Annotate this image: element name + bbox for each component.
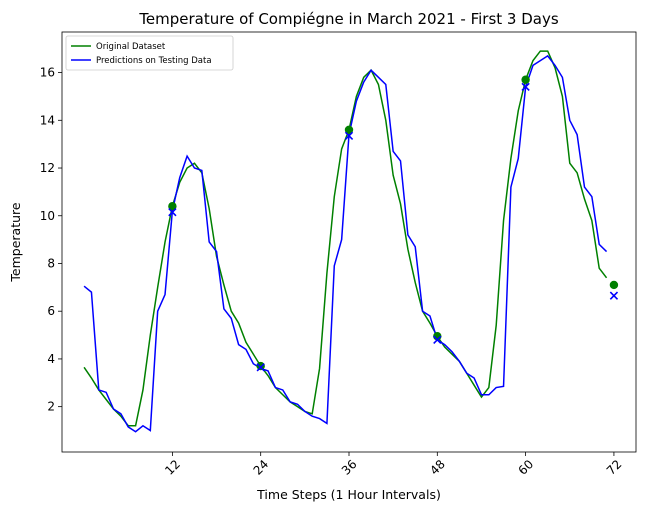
- x-marker: [168, 208, 177, 217]
- x-tick-label: 48: [427, 457, 448, 478]
- y-axis-label: Temperature: [8, 202, 23, 282]
- y-tick-label: 12: [40, 161, 55, 175]
- legend-box: [65, 35, 234, 71]
- y-tick-label: 2: [47, 400, 55, 414]
- x-axis-label: Time Steps (1 Hour Intervals): [256, 487, 441, 502]
- point-marker: [168, 202, 177, 211]
- y-tick-label: 10: [40, 209, 55, 223]
- legend-label: Predictions on Testing Data: [96, 56, 212, 66]
- line-series: [83, 54, 608, 433]
- y-tick-label: 6: [47, 304, 55, 318]
- legend: Original Dataset Predictions on Testing D…: [65, 35, 234, 71]
- x-marker: [609, 291, 619, 300]
- point-marker: [344, 125, 354, 135]
- point-marker: [256, 361, 265, 371]
- y-tick-label: 14: [40, 113, 55, 127]
- point-marker: [609, 280, 619, 290]
- y-tick-label: 8: [47, 256, 55, 270]
- point-marker: [521, 75, 530, 84]
- x-tick-label: 24: [251, 457, 272, 478]
- legend-label: Original Dataset: [96, 42, 166, 52]
- plot-frame: [61, 31, 637, 453]
- x-tick-label: 72: [604, 457, 625, 478]
- line-series: [83, 50, 608, 427]
- x-marker: [344, 131, 354, 140]
- x-marker: [521, 82, 530, 92]
- x-tick-label: 12: [162, 457, 183, 478]
- x-marker: [256, 363, 265, 372]
- chart-title: Temperature of Compiégne in March 2021 -…: [138, 10, 559, 28]
- x-tick-label: 36: [339, 457, 360, 478]
- y-tick-label: 4: [47, 352, 55, 366]
- y-tick-label: 16: [40, 66, 55, 80]
- x-marker: [433, 335, 442, 345]
- x-tick-label: 60: [516, 457, 537, 478]
